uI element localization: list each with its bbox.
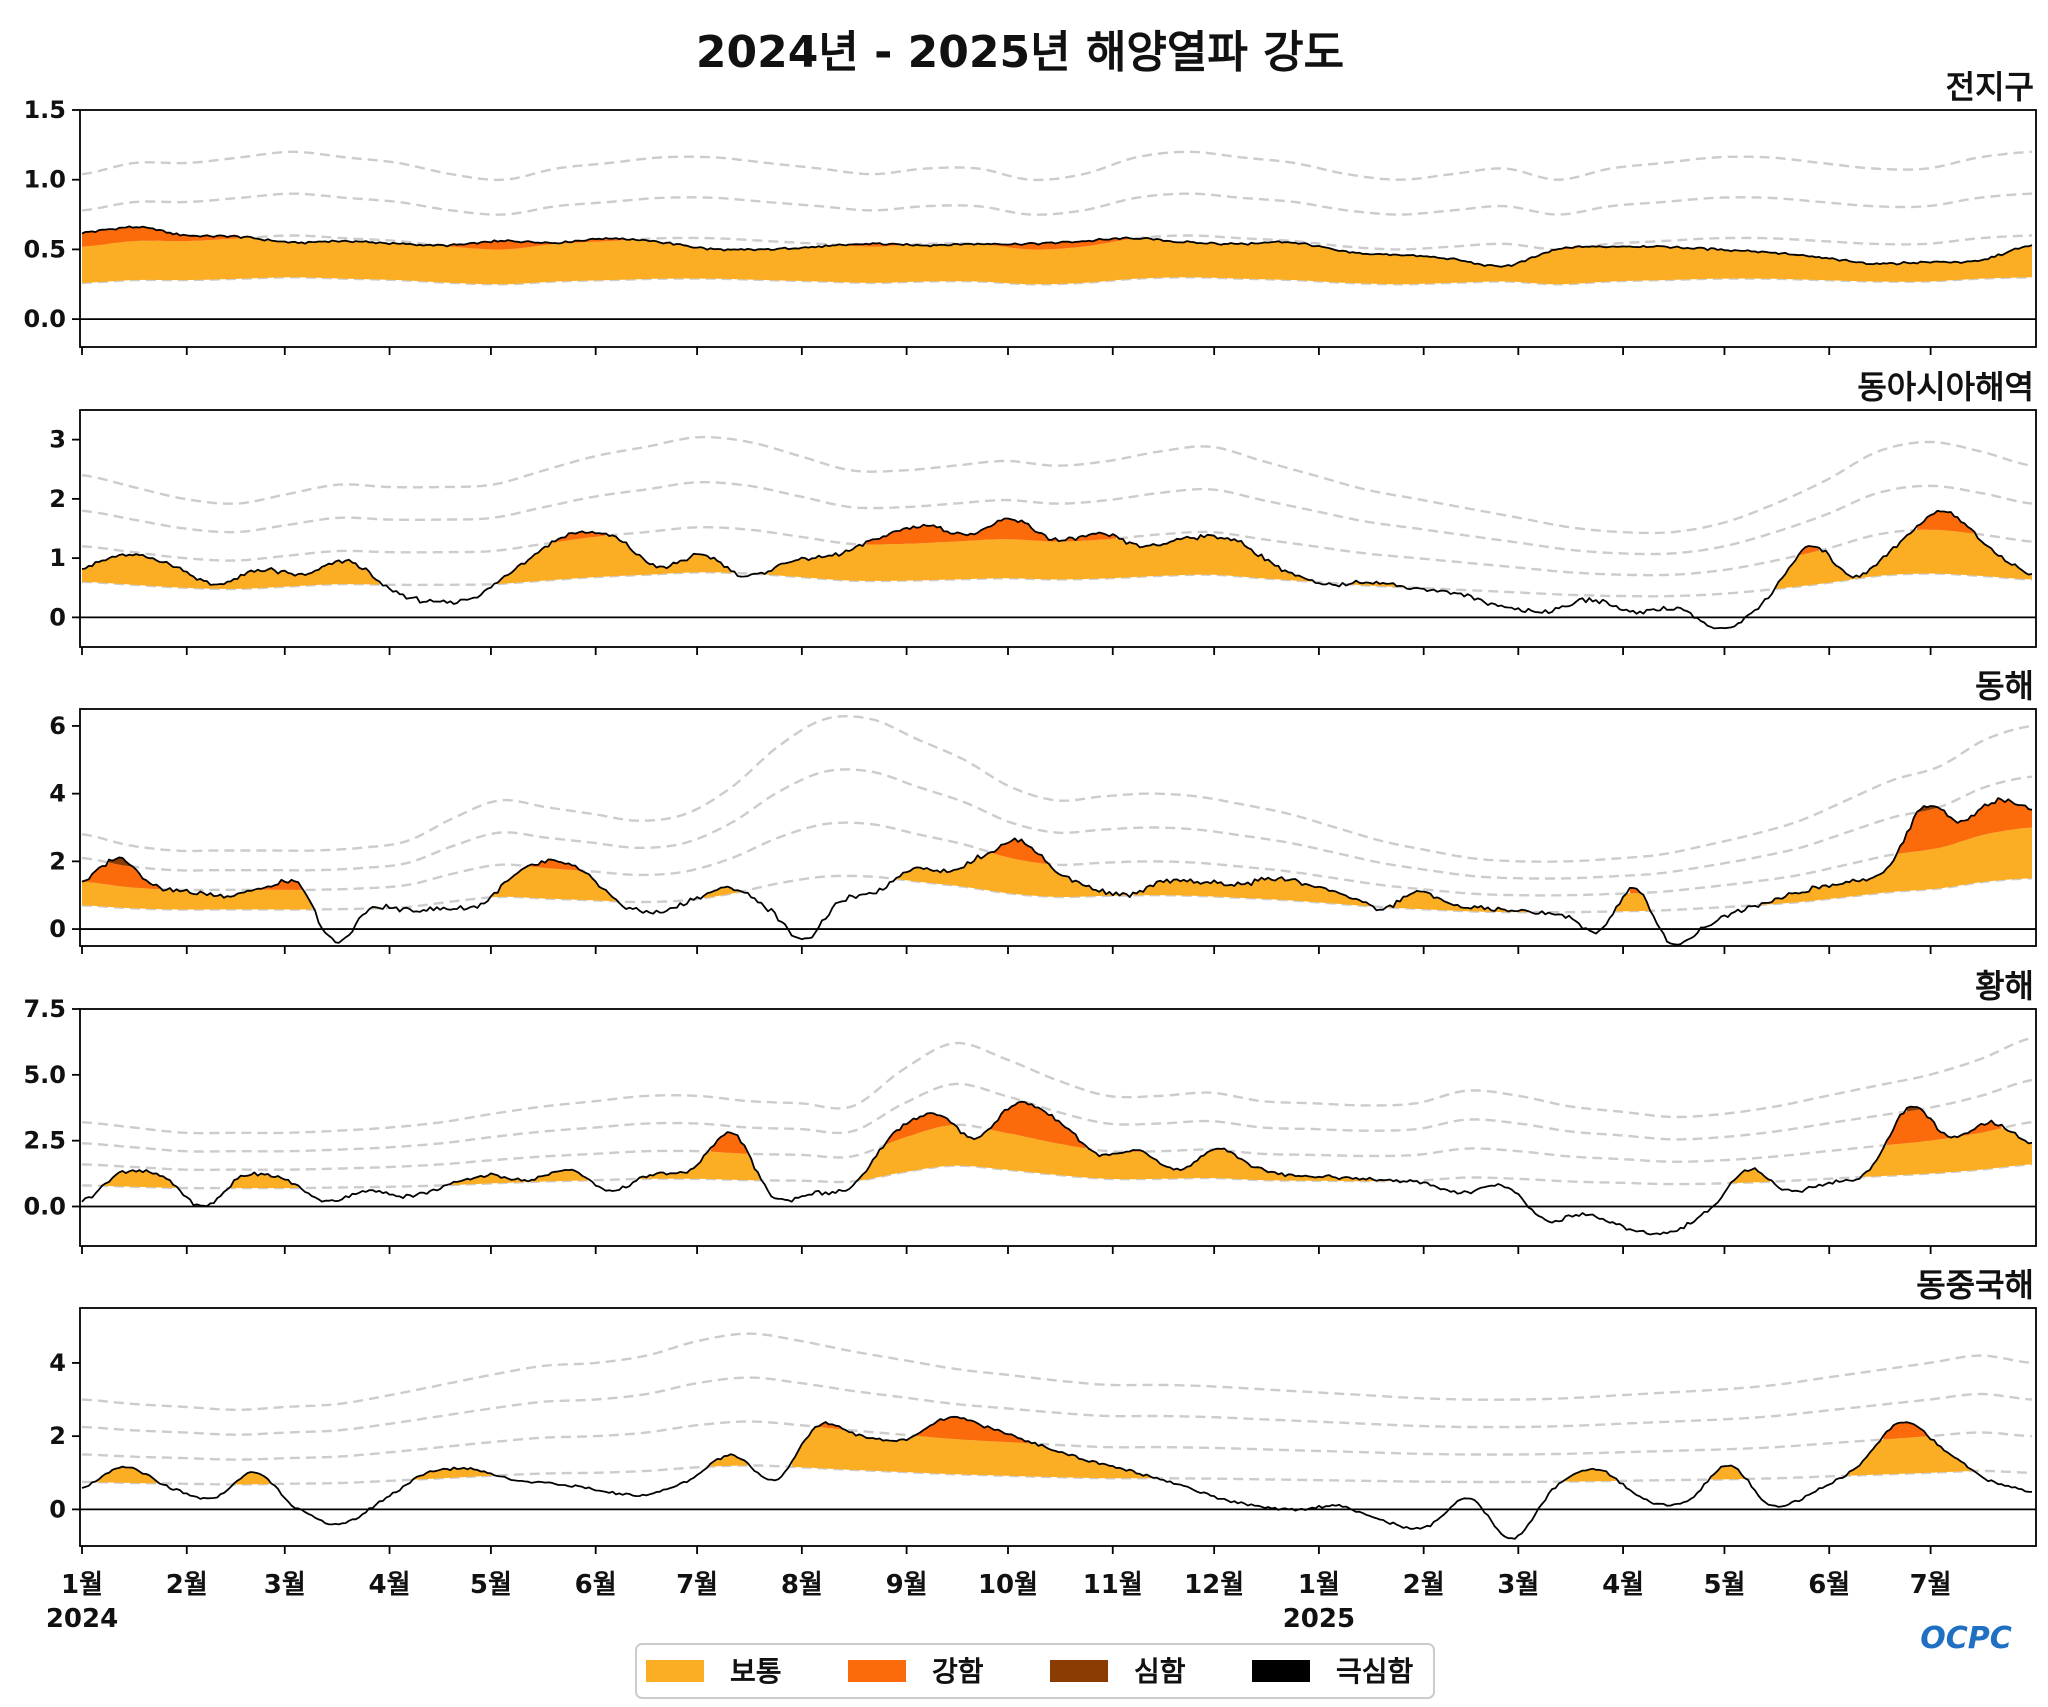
y-tick-label: 0.0: [23, 1193, 66, 1221]
x-month-label: 7월: [676, 1570, 718, 1600]
legend-label: 보통: [730, 1655, 782, 1688]
y-tick-label: 1: [49, 544, 66, 572]
threshold-1x-line: [81, 1464, 2033, 1486]
panel-frame: [79, 409, 2037, 648]
panel-3: 6 4 2 0 동해: [49, 667, 2037, 954]
panel-frame: [79, 1008, 2037, 1247]
x-month-label: 11월: [1083, 1570, 1143, 1600]
y-tick-label: 6: [49, 712, 66, 740]
threshold-4x-line: [81, 150, 2033, 182]
threshold-4x-line: [81, 715, 2033, 863]
panel-5: 4 2 0 동중국해: [49, 1266, 2037, 1554]
y-tick-label: 3: [49, 426, 66, 454]
x-month-label: 2월: [166, 1570, 208, 1600]
x-month-label: 4월: [369, 1570, 411, 1600]
sst-anomaly-line: [81, 1100, 2033, 1236]
moderate-fill: [82, 529, 2032, 589]
x-month-label: 7월: [1910, 1570, 1952, 1600]
x-axis: 1월 2월 3월 4월 5월 6월 7월 8월 9월 10월 11월 12월 1월 2월 3월 4월 5월 6월 7…: [46, 1570, 1952, 1634]
y-tick-label: 2: [49, 485, 66, 513]
threshold-3x-line: [81, 192, 2033, 216]
panel-title: 전지구: [1946, 68, 2034, 106]
x-month-label: 10월: [978, 1570, 1038, 1600]
panel-title: 황해: [1975, 967, 2034, 1005]
y-tick-label: 0: [49, 1495, 66, 1523]
y-tick-label: 2: [49, 1422, 66, 1450]
panel-2: 3 2 1 0 동아시아해역: [49, 368, 2037, 655]
sst-anomaly-line: [81, 509, 2033, 630]
panel-frame: [79, 1307, 2037, 1547]
legend: 보통 강함 심함 극심함: [635, 1643, 1435, 1699]
legend-swatch: [646, 1660, 704, 1682]
y-tick-label: 1.5: [23, 96, 66, 124]
panel-title: 동아시아해역: [1857, 368, 2034, 406]
threshold-3x-line: [81, 768, 2033, 880]
sst-anomaly-line: [81, 797, 2033, 946]
legend-swatch: [848, 1660, 906, 1682]
y-tick-label: 1.0: [23, 166, 66, 194]
strong-fill: [82, 798, 2032, 894]
threshold-2x-line: [81, 821, 2033, 897]
strong-fill: [710, 1101, 2002, 1154]
threshold-1x-line: [81, 1163, 2033, 1190]
y-tick-label: 0: [49, 603, 66, 631]
threshold-3x-line: [81, 1078, 2033, 1153]
x-month-label: 3월: [264, 1570, 306, 1600]
y-tick-label: 5.0: [23, 1061, 66, 1089]
threshold-3x-line: [81, 1376, 2033, 1436]
chart-title: 2024년 - 2025년 해양열파 강도: [696, 27, 1344, 78]
x-month-label: 2월: [1403, 1570, 1445, 1600]
x-year-label: 2024: [46, 1604, 118, 1634]
strong-fill: [818, 1416, 1928, 1444]
y-tick-label: 0.0: [23, 305, 66, 333]
x-month-label: 3월: [1497, 1570, 1539, 1600]
legend-box: [635, 1643, 1435, 1699]
x-year-label: 2025: [1283, 1604, 1355, 1634]
threshold-4x-line: [81, 435, 2033, 535]
x-month-label: 8월: [781, 1570, 823, 1600]
panels: 1.5 1.0 0.5 0.0 전지구 3 2 1 0 동아시아해역 6 4 2 0 동해 7.5 5.0 2.5…: [23, 68, 2037, 1554]
y-tick-label: 2.5: [23, 1127, 66, 1155]
ocpc-logo: OCPC: [1920, 1621, 2012, 1656]
strong-fill: [551, 510, 1975, 556]
legend-label: 심함: [1134, 1655, 1186, 1688]
legend-label: 강함: [932, 1655, 984, 1688]
y-tick-label: 2: [49, 847, 66, 875]
legend-swatch: [1050, 1660, 1108, 1682]
x-month-label: 5월: [470, 1570, 512, 1600]
y-tick-label: 4: [49, 780, 66, 808]
panel-title: 동해: [1975, 667, 2034, 705]
panel-frame: [79, 708, 2037, 947]
moderate-fill: [82, 237, 2032, 285]
panel-4: 7.5 5.0 2.5 0.0 황해: [23, 967, 2037, 1254]
legend-swatch: [1252, 1660, 1310, 1682]
x-month-label: 1월: [61, 1570, 103, 1600]
y-tick-label: 7.5: [23, 995, 66, 1023]
x-month-label: 1월: [1298, 1570, 1340, 1600]
x-month-label: 9월: [886, 1570, 928, 1600]
y-tick-label: 0: [49, 915, 66, 943]
panel-title: 동중국해: [1916, 1266, 2034, 1304]
legend-label: 극심함: [1336, 1655, 1414, 1688]
moderate-fill: [102, 1124, 2032, 1189]
panel-frame: [79, 109, 2037, 348]
x-month-label: 6월: [1808, 1570, 1850, 1600]
threshold-4x-line: [81, 1332, 2033, 1411]
x-month-label: 5월: [1703, 1570, 1745, 1600]
threshold-3x-line: [81, 481, 2033, 556]
threshold-4x-line: [81, 1036, 2033, 1135]
sst-anomaly-line: [81, 1415, 2033, 1540]
x-month-label: 12월: [1184, 1570, 1244, 1600]
sst-anomaly-line: [81, 225, 2033, 268]
moderate-fill: [82, 827, 2032, 913]
x-month-label: 4월: [1602, 1570, 1644, 1600]
y-tick-label: 4: [49, 1349, 66, 1377]
y-tick-label: 0.5: [23, 235, 66, 263]
x-month-label: 6월: [575, 1570, 617, 1600]
panel-1: 1.5 1.0 0.5 0.0 전지구: [23, 68, 2037, 355]
threshold-2x-line: [82, 1420, 2033, 1461]
moderate-fill: [95, 1426, 1972, 1485]
